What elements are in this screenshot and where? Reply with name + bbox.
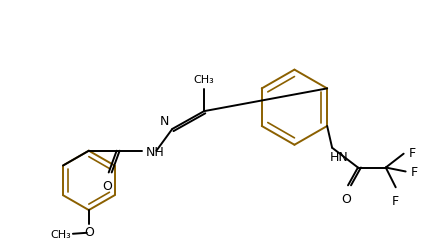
Text: CH₃: CH₃	[50, 229, 71, 239]
Text: N: N	[160, 114, 169, 128]
Text: F: F	[411, 165, 418, 178]
Text: O: O	[341, 192, 351, 205]
Text: O: O	[84, 225, 94, 238]
Text: O: O	[102, 180, 112, 192]
Text: F: F	[392, 194, 399, 207]
Text: NH: NH	[145, 146, 164, 158]
Text: CH₃: CH₃	[194, 75, 215, 85]
Text: HN: HN	[330, 150, 349, 163]
Text: F: F	[408, 146, 416, 160]
